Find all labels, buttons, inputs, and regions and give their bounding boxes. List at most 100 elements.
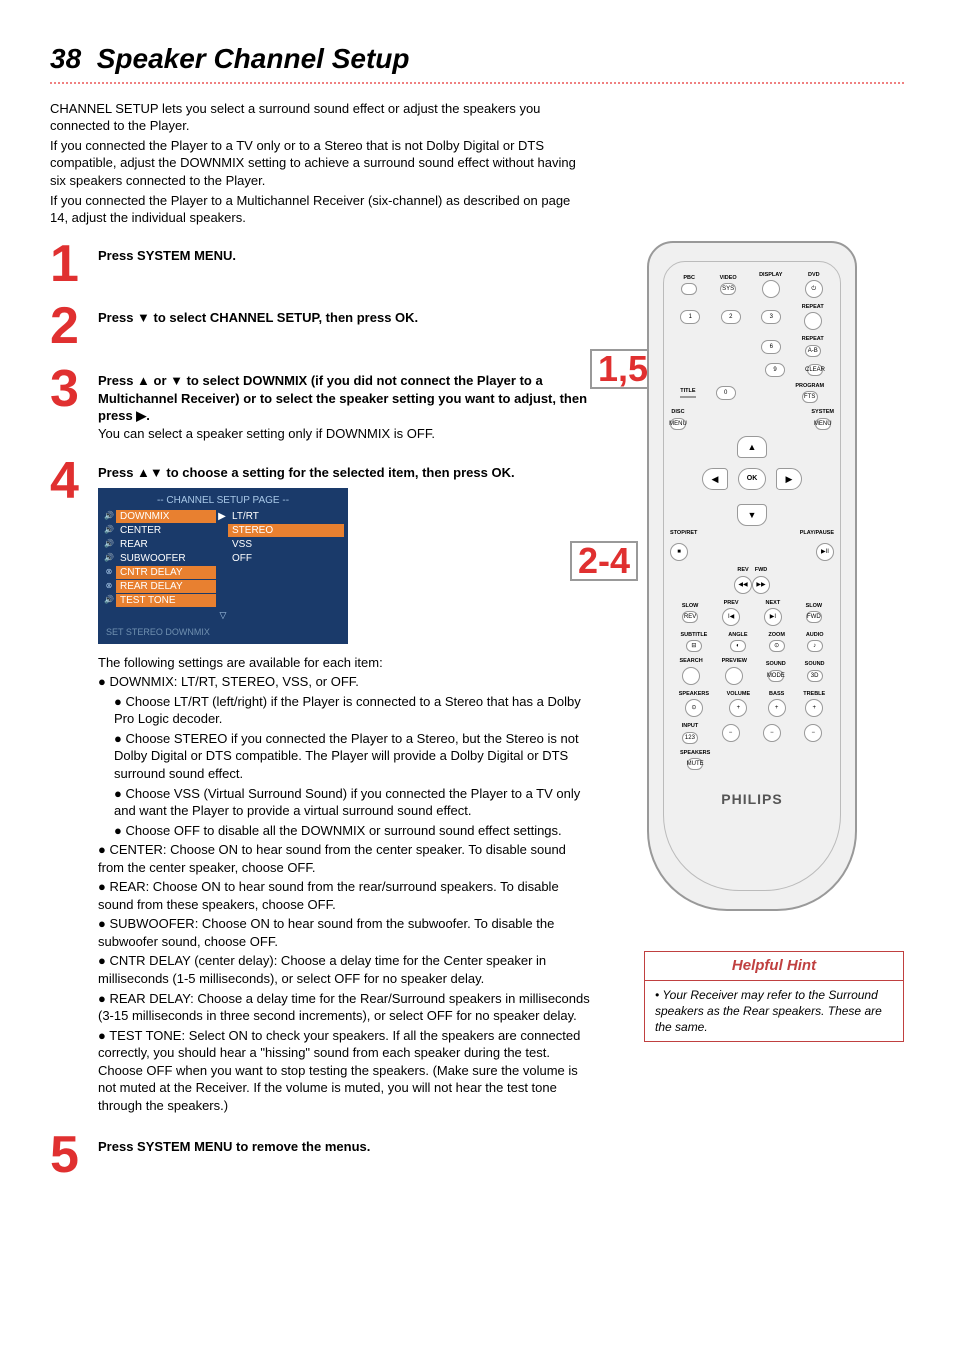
setting-test-tone: TEST TONE: Select ON to check your speak… xyxy=(98,1027,590,1115)
label-fwd: FWD xyxy=(755,567,768,574)
label-speakers: SPEAKERS xyxy=(679,691,709,698)
step-2-text: Press ▼ to select CHANNEL SETUP, then pr… xyxy=(98,310,418,325)
label-slow-r: SLOW xyxy=(806,603,823,610)
intro-p2: If you connected the Player to a TV only… xyxy=(50,137,590,190)
menu-item-label: CNTR DELAY xyxy=(116,566,216,580)
label-volume: VOLUME xyxy=(727,691,751,698)
setting-rear: REAR: Choose ON to hear sound from the r… xyxy=(98,878,590,913)
settings-list: The following settings are available for… xyxy=(98,654,590,1115)
page-number: 38 xyxy=(50,43,81,74)
label-pbc: PBC xyxy=(683,275,695,282)
label-search: SEARCH xyxy=(679,658,702,665)
setting-downmix-head: DOWNMIX: LT/RT, STEREO, VSS, or OFF. xyxy=(98,673,590,691)
setting-downmix-off: Choose OFF to disable all the DOWNMIX or… xyxy=(98,822,590,840)
program-button: FTS xyxy=(802,391,818,403)
speakers-button: ⊙ xyxy=(685,699,703,717)
repeat-button xyxy=(804,312,822,330)
slow-fwd-button: FWD xyxy=(806,611,822,623)
instructions-column: 1 Press SYSTEM MENU. 2 Press ▼ to select… xyxy=(50,241,590,1196)
setting-downmix-lt: Choose LT/RT (left/right) if the Player … xyxy=(98,693,590,728)
label-subtitle: SUBTITLE xyxy=(680,632,707,639)
menu-row: 🔊DOWNMIX▶LT/RT xyxy=(102,509,344,523)
label-display: DISPLAY xyxy=(759,272,782,279)
setting-rear-delay: REAR DELAY: Choose a delay time for the … xyxy=(98,990,590,1025)
label-prev: PREV xyxy=(724,600,739,607)
label-next: NEXT xyxy=(766,600,781,607)
menu-item-label: DOWNMIX xyxy=(116,510,216,524)
sound-mode-button: MODE xyxy=(768,670,784,682)
label-rev: REV xyxy=(737,567,748,574)
slow-rev-button: REV xyxy=(682,611,698,623)
label-video: VIDEO xyxy=(720,275,737,282)
intro-p3: If you connected the Player to a Multich… xyxy=(50,192,590,227)
step-1-number: 1 xyxy=(50,241,98,288)
menu-row: 🔊REARVSS xyxy=(102,537,344,551)
label-disc: DISC xyxy=(671,409,684,416)
label-treble: TREBLE xyxy=(803,691,825,698)
clear-button: CLEAR xyxy=(807,364,823,376)
nav-up-button: ▲ xyxy=(737,436,767,458)
num-1-button: 1 xyxy=(680,310,700,324)
bass-down-button: − xyxy=(763,724,781,742)
label-preview: PREVIEW xyxy=(722,658,747,665)
menu-item-label: CENTER xyxy=(116,524,216,538)
step-1: 1 Press SYSTEM MENU. xyxy=(50,241,590,288)
fwd-button: ▶▶ xyxy=(752,576,770,594)
preview-button xyxy=(725,667,743,685)
page-title-text: Speaker Channel Setup xyxy=(97,43,410,74)
intro-p1: CHANNEL SETUP lets you select a surround… xyxy=(50,100,590,135)
navigation-pad: ▲ ▼ ◀ ▶ OK xyxy=(702,436,802,526)
zoom-button: ⊙ xyxy=(769,640,785,652)
menu-row: 🔊CENTERSTEREO xyxy=(102,523,344,537)
step-3-number: 3 xyxy=(50,366,98,442)
repeat-ab-button: A-B xyxy=(805,345,821,357)
label-title: TITLE xyxy=(680,388,695,395)
audio-button: ♪ xyxy=(807,640,823,652)
hint-body: Your Receiver may refer to the Surround … xyxy=(645,981,903,1042)
label-speakers2: SPEAKERS xyxy=(680,750,710,757)
helpful-hint-box: Helpful Hint Your Receiver may refer to … xyxy=(644,951,904,1043)
menu-header: -- CHANNEL SETUP PAGE -- xyxy=(102,492,344,510)
setting-center: CENTER: Choose ON to hear sound from the… xyxy=(98,841,590,876)
disc-menu-button: MENU xyxy=(670,418,686,430)
menu-arrow-icon: ▶ xyxy=(216,510,228,524)
dvd-button: ⏻ xyxy=(805,280,823,298)
treble-up-button: + xyxy=(805,699,823,717)
menu-item-value: STEREO xyxy=(228,524,344,538)
menu-footer: SET STEREO DOWNMIX xyxy=(102,624,344,640)
mute-button: MUTE xyxy=(687,758,703,770)
nav-left-button: ◀ xyxy=(702,468,728,490)
setting-subwoofer: SUBWOOFER: Choose ON to hear sound from … xyxy=(98,915,590,950)
system-menu-button: MENU xyxy=(815,418,831,430)
num-2-button: 2 xyxy=(721,310,741,324)
volume-down-button: − xyxy=(722,724,740,742)
hint-title: Helpful Hint xyxy=(645,952,903,981)
remote-control-diagram: PBC VIDEOSYS DISPLAY DVD⏻ 1 2 3 REPEAT 6 xyxy=(647,241,857,911)
prev-button: I◀ xyxy=(722,608,740,626)
step-2-number: 2 xyxy=(50,303,98,350)
num-6-button: 6 xyxy=(761,340,781,354)
menu-row: ⊗REAR DELAY xyxy=(102,579,344,593)
label-audio: AUDIO xyxy=(806,632,824,639)
callout-steps-2-4: 2-4 xyxy=(570,541,638,581)
label-zoom: ZOOM xyxy=(768,632,785,639)
speaker-icon: 🔊 xyxy=(102,553,116,564)
sound-3d-button: 3D xyxy=(807,670,823,682)
stop-button: ■ xyxy=(670,543,688,561)
menu-row: 🔊SUBWOOFEROFF xyxy=(102,551,344,565)
label-sound: SOUND xyxy=(766,661,786,668)
next-button: ▶I xyxy=(764,608,782,626)
step-3-extra: You can select a speaker setting only if… xyxy=(98,426,435,441)
speaker-icon: 🔊 xyxy=(102,539,116,550)
nav-down-button: ▼ xyxy=(737,504,767,526)
menu-item-value: VSS xyxy=(228,538,344,552)
label-repeat: REPEAT xyxy=(802,304,824,311)
label-slow-l: SLOW xyxy=(682,603,699,610)
speaker-icon: ⊗ xyxy=(102,567,116,578)
step-5-number: 5 xyxy=(50,1132,98,1179)
step-4-number: 4 xyxy=(50,458,98,1116)
step-5: 5 Press SYSTEM MENU to remove the menus. xyxy=(50,1132,590,1179)
video-button: SYS xyxy=(720,283,736,295)
treble-down-button: − xyxy=(804,724,822,742)
philips-logo: PHILIPS xyxy=(670,790,834,809)
